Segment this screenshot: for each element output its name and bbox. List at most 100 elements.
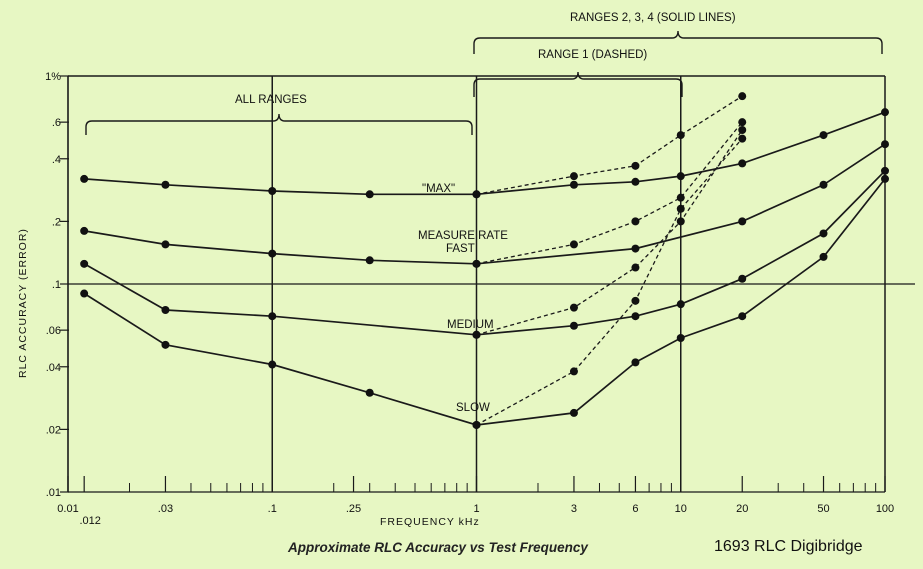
ranges234-bracket [473,30,883,54]
data-point [676,204,685,213]
y-tick-label: .6 [52,117,61,129]
y-axis-title: RLC ACCURACY (ERROR) [17,228,29,378]
data-point [80,259,89,268]
data-point [819,252,828,261]
data-point [569,408,578,417]
dashed-series-line-4 [476,95,743,195]
series-lines [83,95,886,426]
x-tick-label: 3 [571,503,577,515]
solid-series-line-1 [84,143,886,265]
data-point [161,240,170,249]
data-point [268,360,277,369]
data-point [881,166,889,175]
data-point [881,174,889,183]
data-point [676,334,685,343]
data-point [569,172,578,181]
x-tick-label: .25 [346,503,361,515]
data-point [738,134,747,143]
data-point [819,229,828,238]
data-point [80,289,89,298]
x-tick-label: .03 [158,503,173,515]
data-point [631,161,640,170]
data-point [631,358,640,367]
data-point [738,217,747,226]
data-point [365,388,374,397]
data-point [819,180,828,189]
y-tick-label: .06 [46,325,61,337]
data-point [80,226,89,235]
data-point [738,312,747,321]
y-tick-label: .1 [52,279,61,291]
ranges234-label: RANGES 2, 3, 4 (SOLID LINES) [570,12,736,24]
data-point [472,330,481,339]
data-point [631,217,640,226]
data-point [268,186,277,195]
data-point [631,244,640,253]
data-point [881,108,889,117]
data-point [631,263,640,272]
data-point [738,274,747,283]
data-point [738,159,747,168]
data-point [819,131,828,140]
y-tick-label: .4 [52,154,61,166]
tick-labels: 0.01.012 .03 .1 .25 1 3 6 10 20 50 100 1% .6 .4 .2 .1 .0… [45,71,894,527]
solid-series-line-2 [83,170,886,336]
data-point [472,190,481,199]
data-point [738,126,747,135]
data-point [676,193,685,202]
data-point [881,140,889,149]
max-series-label: "MAX" [422,183,455,195]
dashed-series-line-6 [476,129,743,336]
data-point [631,177,640,186]
data-point [472,420,481,429]
y-tick-label: .2 [52,216,61,228]
x-tick-label: 10 [675,503,687,515]
range1-label: RANGE 1 (DASHED) [538,49,647,61]
solid-series-line-0 [84,111,886,196]
all-ranges-label: ALL RANGES [235,94,307,106]
range1-bracket [473,71,683,97]
y-tick-label: 1% [45,71,61,83]
x-tick-label: 100 [876,503,894,515]
x-tick-label: 50 [817,503,829,515]
solid-series-line-3 [83,178,886,426]
fast-series-label: FAST [446,243,475,255]
medium-series-label: MEDIUM [447,319,494,331]
data-point [631,296,640,305]
data-point [268,312,277,321]
data-point [161,340,170,349]
data-point [365,256,374,265]
data-point [676,217,685,226]
figure-caption: Approximate RLC Accuracy vs Test Frequen… [288,540,588,555]
data-point [631,312,640,321]
dashed-series-line-7 [476,138,743,426]
data-point [569,321,578,330]
x-tick-label: 6 [632,503,638,515]
product-name: 1693 RLC Digibridge [714,538,863,555]
data-points [80,92,889,429]
x-axis-title: FREQUENCY kHz [380,516,480,528]
data-point [676,172,685,181]
slow-series-label: SLOW [456,402,490,414]
data-point [569,240,578,249]
data-point [676,300,685,309]
data-point [676,131,685,140]
data-point [161,180,170,189]
data-point [569,180,578,189]
data-point [738,92,747,101]
x-tick-label: .1 [268,503,277,515]
data-point [80,174,89,183]
data-point [738,118,747,127]
data-point [268,249,277,258]
x-tick-label: 20 [736,503,748,515]
data-point [569,367,578,376]
data-point [472,259,481,268]
x-tick-label: 0.01 [57,503,78,515]
x-tick-label: 1 [473,503,479,515]
data-point [161,305,170,314]
all-ranges-bracket [85,113,473,135]
range-brackets [85,30,883,135]
x-tick-label: .012 [79,515,100,527]
y-tick-label: .02 [46,424,61,436]
